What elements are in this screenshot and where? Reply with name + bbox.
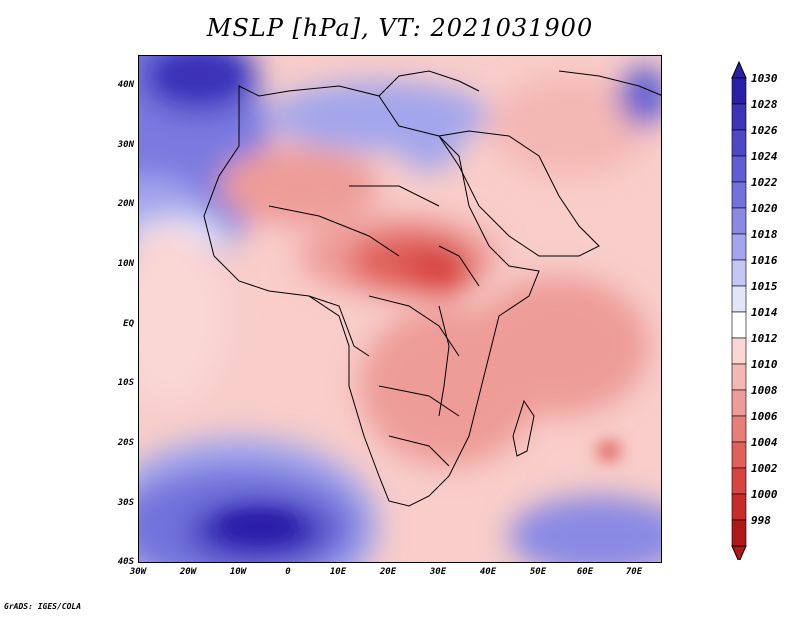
colorbar-swatch (731, 259, 747, 287)
colorbar-label: 1010 (751, 358, 778, 371)
colorbar-label: 1015 (751, 280, 778, 293)
colorbar-label: 1020 (751, 202, 778, 215)
colorbar-swatch (731, 155, 747, 183)
map-title: MSLP [hPa], VT: 2021031900 (206, 14, 594, 42)
lon-label: 10E (329, 567, 347, 577)
colorbar-label: 1014 (751, 306, 778, 319)
colorbar-label: 998 (751, 514, 771, 527)
colorbar-label: 1018 (751, 228, 778, 241)
colorbar-label: 1026 (751, 124, 778, 137)
colorbar-bottom-arrow (731, 545, 747, 560)
lat-label: 10S (117, 378, 134, 388)
lon-label: 60E (576, 567, 594, 577)
lon-label: 30E (429, 567, 447, 577)
mauritius-low (597, 441, 621, 461)
lat-label: EQ (123, 319, 134, 329)
lat-label: 40S (117, 557, 134, 567)
lon-label: 0 (285, 567, 291, 577)
lat-label: 30N (117, 140, 134, 150)
colorbar: 1030 1028 1026 1024 1022 1020 1018 1016 1015 1014… (731, 60, 778, 560)
lon-label: 20W (179, 567, 197, 577)
lat-label: 20S (117, 438, 134, 448)
colorbar-swatch (731, 441, 747, 469)
colorbar-swatch (731, 415, 747, 443)
madagascar-outline (512, 399, 535, 457)
indian-ocean-high (509, 496, 661, 562)
colorbar-swatch (731, 493, 747, 521)
colorbar-swatch (731, 311, 747, 339)
colorbar-label: 1016 (751, 254, 778, 267)
coastlines (203, 70, 661, 507)
lon-label: 30W (129, 567, 147, 577)
colorbar-label: 1012 (751, 332, 778, 345)
colorbar-label: 1000 (751, 488, 778, 501)
colorbar-label: 1006 (751, 410, 778, 423)
lat-label: 40N (117, 80, 134, 90)
colorbar-swatch (731, 285, 747, 313)
lon-label: 70E (625, 567, 643, 577)
lat-label: 20N (117, 199, 134, 209)
colorbar-swatch (731, 207, 747, 235)
lat-label: 10N (117, 259, 134, 269)
credit-text: GrADS: IGES/COLA (4, 602, 82, 611)
colorbar-label: 1022 (751, 176, 778, 189)
caspian-high (619, 66, 661, 126)
pressure-field (139, 56, 661, 562)
lon-label: 20E (379, 567, 397, 577)
colorbar-swatch (731, 337, 747, 365)
lon-label: 40E (479, 567, 497, 577)
colorbar-swatch (731, 77, 747, 105)
colorbar-swatch (731, 129, 747, 157)
colorbar-label: 1002 (751, 462, 778, 475)
colorbar-label: 1024 (751, 150, 778, 163)
colorbar-swatch (731, 103, 747, 131)
lon-label: 10W (229, 567, 247, 577)
colorbar-top-arrow (731, 60, 747, 79)
colorbar-swatch (731, 233, 747, 261)
colorbar-swatch (731, 389, 747, 417)
colorbar-label: 1028 (751, 98, 778, 111)
colorbar-swatch (731, 467, 747, 495)
lon-label: 50E (529, 567, 547, 577)
colorbar-swatch (731, 363, 747, 391)
colorbar-label: 1030 (751, 72, 778, 85)
colorbar-swatch (731, 519, 747, 547)
colorbar-label: 1008 (751, 384, 778, 397)
colorbar-label: 1004 (751, 436, 778, 449)
map-panel (138, 55, 662, 563)
colorbar-swatch (731, 181, 747, 209)
lat-label: 30S (117, 498, 134, 508)
